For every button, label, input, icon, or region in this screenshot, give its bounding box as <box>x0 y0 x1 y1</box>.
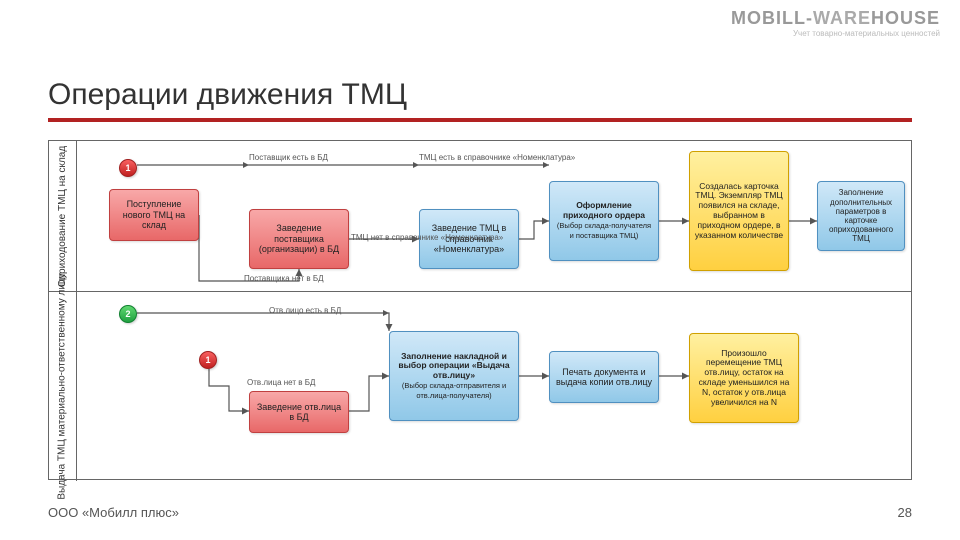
edge-label: Отв.лица нет в БД <box>247 378 315 387</box>
flow-node: Оформление приходного ордера(Выбор склад… <box>549 181 659 261</box>
logo-tagline: Учет товарно-материальных ценностей <box>731 29 940 38</box>
edge-label: ТМЦ нет в справочнике «Номенклатура» <box>351 233 503 242</box>
flow-node: Заполнение накладной и выбор операции «В… <box>389 331 519 421</box>
logo-suffix: HOUSE <box>871 8 940 28</box>
flow-node: Печать документа и выдача копии отв.лицу <box>549 351 659 403</box>
footer-org: ООО «Мобилл плюс» <box>48 505 179 520</box>
flow-node: Создалась карточка ТМЦ. Экземпляр ТМЦ по… <box>689 151 789 271</box>
edge-label: Поставщик есть в БД <box>249 153 328 162</box>
flow-start-marker: 2 <box>119 305 137 323</box>
title-underline <box>48 118 912 122</box>
logo-accent: WARE <box>813 8 871 28</box>
swimlane-label: Оприходование ТМЦ на склад <box>49 141 77 291</box>
edge-label: Отв.лицо есть в БД <box>269 306 341 315</box>
flow-start-marker: 1 <box>119 159 137 177</box>
edge-label: Поставщика нет в БД <box>244 274 324 283</box>
footer: ООО «Мобилл плюс» 28 <box>48 505 912 520</box>
flow-node: Заведение поставщика (организации) в БД <box>249 209 349 269</box>
flow-node: Поступление нового ТМЦ на склад <box>109 189 199 241</box>
footer-page: 28 <box>898 505 912 520</box>
edge-label: ТМЦ есть в справочнике «Номенклатура» <box>419 153 575 162</box>
logo-text: MOBILL-WAREHOUSE <box>731 8 940 29</box>
page-title: Операции движения ТМЦ <box>48 78 407 112</box>
flow-node: Заведение отв.лица в БД <box>249 391 349 433</box>
flow-start-marker: 1 <box>199 351 217 369</box>
flowchart-diagram: Оприходование ТМЦ на складВыдача ТМЦ мат… <box>48 140 912 480</box>
flow-node: Произошло перемещение ТМЦ отв.лицу, оста… <box>689 333 799 423</box>
flow-node: Заполнение дополнительных параметров в к… <box>817 181 905 251</box>
brand-logo: MOBILL-WAREHOUSE Учет товарно-материальн… <box>731 8 940 38</box>
logo-prefix: MOBILL- <box>731 8 813 28</box>
swimlane-label: Выдача ТМЦ материально-ответственному ли… <box>49 292 77 481</box>
